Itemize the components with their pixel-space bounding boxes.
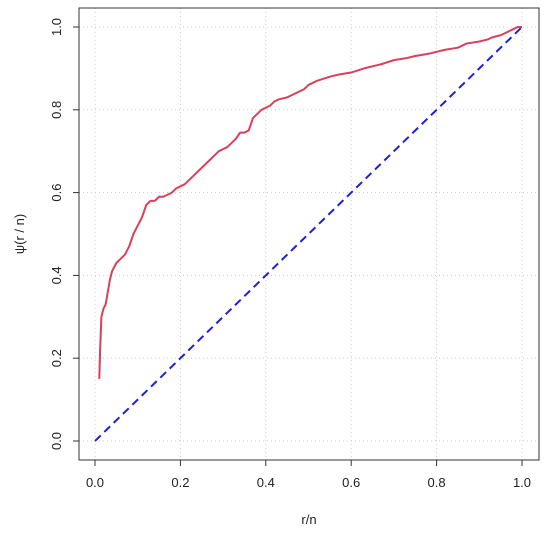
- y-tick-label: 0.4: [49, 266, 64, 284]
- y-tick-label: 0.0: [49, 432, 64, 450]
- plot-frame: [78, 7, 540, 461]
- diagonal-reference-line: [94, 26, 523, 442]
- y-axis: 0.0 0.2 0.4 0.6 0.8 1.0: [49, 18, 79, 450]
- x-tick-label: 1.0: [513, 475, 531, 490]
- y-tick-label: 0.2: [49, 349, 64, 367]
- y-tick-label: 0.8: [49, 101, 64, 119]
- x-axis-title: r/n: [301, 512, 316, 527]
- y-axis-title: ψ(r / n): [12, 214, 27, 254]
- grid-lines: [79, 8, 539, 460]
- x-axis: 0.0 0.2 0.4 0.6 0.8 1.0: [86, 460, 531, 490]
- x-tick-label: 0.0: [86, 475, 104, 490]
- y-tick-label: 1.0: [49, 18, 64, 36]
- series: [94, 26, 523, 442]
- psi-curve-line: [98, 26, 522, 379]
- x-tick-label: 0.2: [171, 475, 189, 490]
- y-tick-label: 0.6: [49, 184, 64, 202]
- x-tick-label: 0.4: [257, 475, 275, 490]
- x-tick-label: 0.6: [342, 475, 360, 490]
- x-tick-label: 0.8: [428, 475, 446, 490]
